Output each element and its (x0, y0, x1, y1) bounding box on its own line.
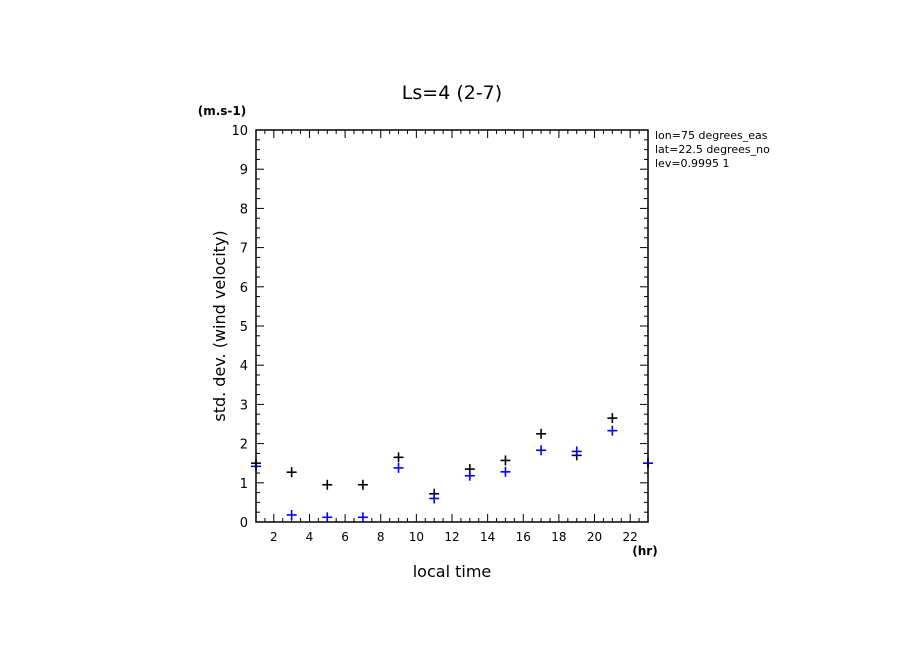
data-point-series-2 (500, 466, 511, 477)
data-point-series-2 (464, 470, 475, 481)
data-point-series-1 (536, 428, 547, 439)
x-axis-title: local time (413, 562, 492, 581)
chart-title: Ls=4 (2-7) (402, 82, 502, 104)
x-tick-label: 20 (587, 530, 602, 544)
y-tick-label: 6 (240, 281, 248, 296)
data-point-series-2 (429, 493, 440, 504)
annotation-lat: lat=22.5 degrees_no (655, 143, 770, 156)
y-unit-label: (m.s-1) (198, 104, 247, 118)
y-tick-label: 1 (240, 477, 248, 492)
x-tick-label: 10 (409, 530, 424, 544)
y-tick-label: 0 (240, 516, 248, 531)
x-tick-label: 16 (516, 530, 531, 544)
x-tick-label: 12 (444, 530, 459, 544)
data-point-series-1 (286, 467, 297, 478)
x-tick-label: 4 (306, 530, 314, 544)
y-axis-title: std. dev. (wind velocity) (210, 230, 229, 421)
x-tick-label: 14 (480, 530, 495, 544)
data-point-series-2 (393, 462, 404, 473)
data-point-series-2 (286, 509, 297, 520)
y-tick-label: 7 (240, 242, 248, 257)
y-tick-label: 5 (240, 320, 248, 335)
x-tick-label: 8 (377, 530, 385, 544)
data-point-series-2 (322, 512, 333, 523)
data-point-series-1 (322, 479, 333, 490)
x-tick-label: 6 (341, 530, 349, 544)
y-tick-label: 2 (240, 438, 248, 453)
plot-frame (255, 129, 649, 523)
x-tick-label: 22 (623, 530, 638, 544)
data-point-series-2 (607, 425, 618, 436)
data-point-series-1 (500, 455, 511, 466)
annotation-lev: lev=0.9995 1 (655, 157, 730, 170)
x-tick-label: 2 (270, 530, 278, 544)
x-tick-label: 18 (551, 530, 566, 544)
data-point-series-1 (393, 452, 404, 463)
data-point-series-2 (571, 446, 582, 457)
data-point-series-2 (536, 445, 547, 456)
y-tick-label: 10 (231, 124, 248, 139)
data-point-series-1 (607, 413, 618, 424)
data-point-series-2 (357, 512, 368, 523)
x-unit-label: (hr) (632, 544, 657, 558)
annotation-lon: lon=75 degrees_eas (655, 129, 768, 142)
data-point-series-1 (357, 479, 368, 490)
y-tick-label: 9 (240, 163, 248, 178)
y-tick-label: 3 (240, 398, 248, 413)
y-tick-label: 8 (240, 202, 248, 217)
y-tick-label: 4 (240, 359, 248, 374)
